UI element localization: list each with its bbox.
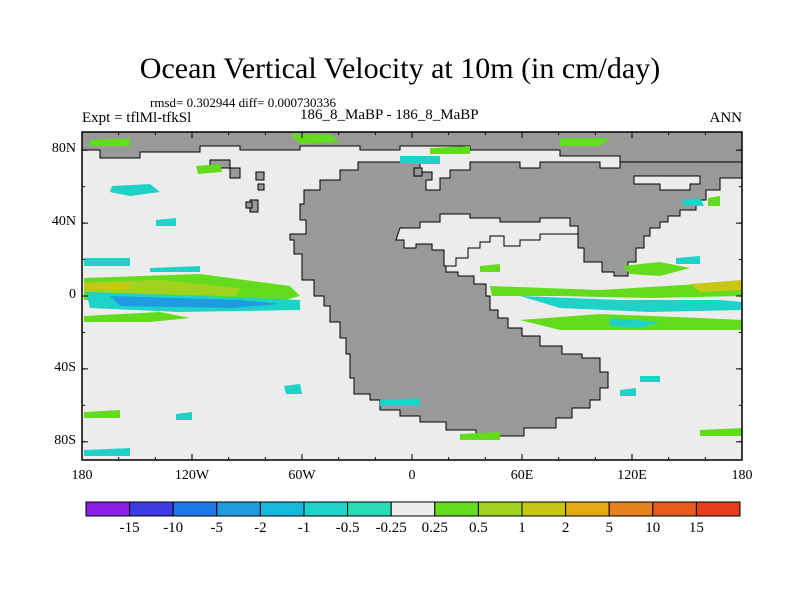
anomaly-patch	[150, 266, 200, 272]
colorbar-label: 5	[605, 520, 613, 536]
colorbar-label: 1	[518, 520, 526, 536]
anomaly-patch	[708, 196, 720, 206]
y-tick-label: 80N	[51, 141, 76, 157]
colorbar	[85, 501, 741, 517]
anomaly-patch	[84, 283, 130, 289]
colorbar-label: -0.25	[375, 520, 407, 536]
season-label: ANN	[709, 110, 743, 126]
anomaly-patch	[490, 282, 742, 298]
x-tick-label: 120E	[617, 468, 647, 483]
island	[229, 167, 241, 179]
anomaly-patch	[400, 156, 440, 164]
anomaly-patch	[610, 318, 660, 328]
y-tick-label: 0	[69, 287, 76, 302]
anomaly-patch	[90, 138, 130, 146]
x-tick-label: 0	[408, 468, 416, 483]
colorbar-label: -10	[163, 520, 184, 536]
anomaly-patch	[84, 410, 120, 418]
anomaly-patch	[690, 280, 742, 292]
colorbar-label: -0.5	[335, 520, 360, 536]
colorbar-swatch	[521, 501, 567, 517]
island	[245, 201, 253, 209]
anomaly-patch	[480, 264, 500, 272]
island	[257, 183, 265, 191]
anomaly-patch	[176, 412, 192, 420]
colorbar-label: 2	[561, 520, 570, 536]
colorbar-label: 0.5	[469, 520, 488, 536]
experiment-label: Expt = tflMl-tfkSl	[82, 110, 192, 126]
velocity-anomalies	[84, 134, 742, 456]
x-tick-label: 180	[731, 468, 753, 483]
anomaly-patch	[110, 184, 160, 196]
colorbar-swatch	[259, 501, 305, 517]
colorbar-swatch	[85, 501, 131, 517]
anomaly-patch	[620, 388, 636, 396]
anomaly-patch	[284, 384, 302, 394]
colorbar-label: -2	[254, 520, 267, 536]
anomaly-patch	[520, 296, 742, 312]
colorbar-label: -1	[297, 520, 311, 536]
colorbar-label: -5	[210, 520, 224, 536]
anomaly-patch	[156, 218, 176, 226]
anomaly-patch	[430, 146, 470, 154]
anomaly-patch	[622, 262, 690, 276]
colorbar-swatch	[608, 501, 654, 517]
anomaly-patch	[84, 258, 130, 266]
island	[413, 167, 423, 177]
colorbar-swatch	[477, 501, 523, 517]
colorbar-swatch	[172, 501, 218, 517]
anomaly-patch	[560, 138, 610, 146]
x-tick-label: 60W	[288, 468, 316, 483]
colorbar-label: -15	[119, 520, 140, 536]
colorbar-swatch	[652, 501, 697, 517]
anomaly-patch	[84, 448, 130, 456]
anomaly-patch	[700, 428, 742, 436]
anomaly-patch	[196, 164, 222, 174]
colorbar-swatch	[390, 501, 436, 517]
colorbar-swatch	[129, 501, 174, 517]
inland-sea	[395, 213, 579, 267]
colorbar-swatch	[434, 501, 479, 517]
anomaly-patch	[380, 398, 420, 406]
colorbar-swatch	[347, 501, 392, 517]
colorbar-swatch	[216, 501, 261, 517]
x-tick-label: 60E	[510, 468, 534, 483]
colorbar-swatch	[303, 501, 349, 517]
anomaly-patch	[682, 198, 704, 206]
colorbar-label: 0.25	[421, 520, 448, 536]
anomaly-patch	[84, 312, 190, 322]
case-label: 186_8_MaBP - 186_8_MaBP	[300, 107, 479, 123]
colorbar-swatch	[695, 501, 741, 517]
colorbar-swatch	[565, 501, 610, 517]
anomaly-patch	[110, 296, 280, 308]
x-tick-label: 120W	[174, 468, 210, 483]
map-title: Ocean Vertical Velocity at 10m (in cm/da…	[139, 52, 661, 85]
anomaly-patch	[640, 376, 660, 382]
y-tick-label: 40N	[51, 214, 76, 230]
axis-ticks	[81, 132, 743, 460]
north-inlet	[633, 175, 701, 191]
colorbar-label: 15	[688, 520, 704, 536]
island	[255, 171, 265, 181]
colorbar-label: 10	[645, 520, 661, 536]
y-tick-label: 80S	[54, 432, 76, 448]
anomaly-patch	[676, 256, 700, 264]
x-tick-label: 180	[71, 468, 93, 483]
anomaly-patch	[460, 432, 500, 440]
stats-text: rmsd= 0.302944 diff= 0.000730336	[150, 95, 336, 110]
y-tick-label: 40S	[54, 359, 76, 375]
